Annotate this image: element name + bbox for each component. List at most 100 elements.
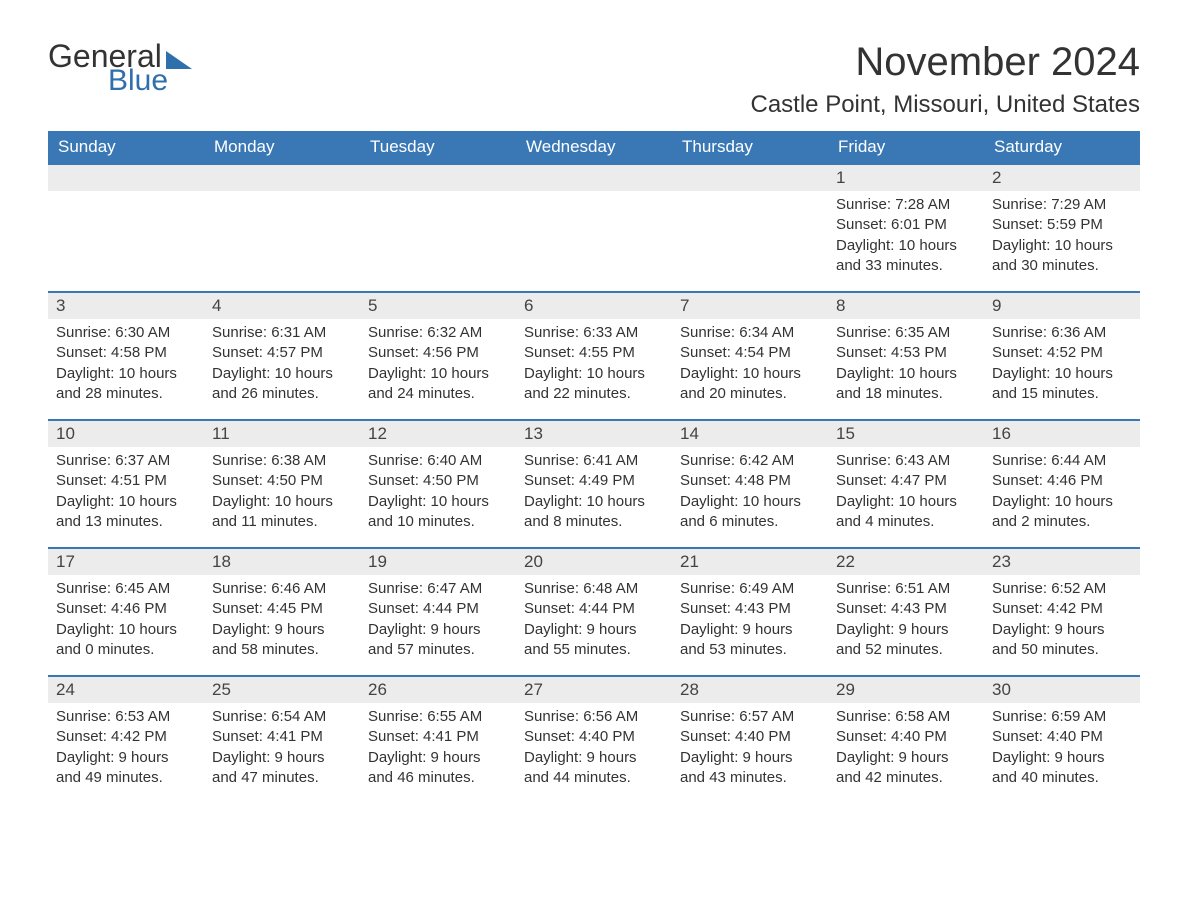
day-number: 3: [48, 293, 204, 319]
day-body: Sunrise: 6:52 AMSunset: 4:42 PMDaylight:…: [984, 575, 1140, 666]
day-cell: 8Sunrise: 6:35 AMSunset: 4:53 PMDaylight…: [828, 292, 984, 420]
daylight: Daylight: 9 hours and 55 minutes.: [524, 620, 664, 661]
day-body: Sunrise: 6:54 AMSunset: 4:41 PMDaylight:…: [204, 703, 360, 794]
sunset: Sunset: 4:43 PM: [836, 599, 976, 619]
day-number: [48, 165, 204, 191]
day-cell: 6Sunrise: 6:33 AMSunset: 4:55 PMDaylight…: [516, 292, 672, 420]
day-cell: [204, 164, 360, 292]
daylight: Daylight: 9 hours and 47 minutes.: [212, 748, 352, 789]
daylight: Daylight: 10 hours and 0 minutes.: [56, 620, 196, 661]
sunrise: Sunrise: 6:33 AM: [524, 323, 664, 343]
day-cell: 20Sunrise: 6:48 AMSunset: 4:44 PMDayligh…: [516, 548, 672, 676]
day-header: Wednesday: [516, 131, 672, 164]
daylight: Daylight: 10 hours and 11 minutes.: [212, 492, 352, 533]
day-body: Sunrise: 6:43 AMSunset: 4:47 PMDaylight:…: [828, 447, 984, 538]
day-cell: [360, 164, 516, 292]
day-cell: [516, 164, 672, 292]
daylight: Daylight: 10 hours and 4 minutes.: [836, 492, 976, 533]
sunset: Sunset: 4:47 PM: [836, 471, 976, 491]
daylight: Daylight: 9 hours and 57 minutes.: [368, 620, 508, 661]
day-body: Sunrise: 6:34 AMSunset: 4:54 PMDaylight:…: [672, 319, 828, 410]
sunset: Sunset: 4:48 PM: [680, 471, 820, 491]
sunrise: Sunrise: 6:49 AM: [680, 579, 820, 599]
title-block: November 2024 Castle Point, Missouri, Un…: [751, 40, 1141, 119]
sunset: Sunset: 4:49 PM: [524, 471, 664, 491]
day-body: Sunrise: 6:49 AMSunset: 4:43 PMDaylight:…: [672, 575, 828, 666]
day-header-row: SundayMondayTuesdayWednesdayThursdayFrid…: [48, 131, 1140, 164]
daylight: Daylight: 9 hours and 42 minutes.: [836, 748, 976, 789]
day-cell: [48, 164, 204, 292]
day-number: 18: [204, 549, 360, 575]
day-number: 5: [360, 293, 516, 319]
day-body: [516, 191, 672, 201]
day-body: Sunrise: 6:44 AMSunset: 4:46 PMDaylight:…: [984, 447, 1140, 538]
sunrise: Sunrise: 6:41 AM: [524, 451, 664, 471]
daylight: Daylight: 10 hours and 10 minutes.: [368, 492, 508, 533]
week-row: 1Sunrise: 7:28 AMSunset: 6:01 PMDaylight…: [48, 164, 1140, 292]
day-cell: 5Sunrise: 6:32 AMSunset: 4:56 PMDaylight…: [360, 292, 516, 420]
sunrise: Sunrise: 6:42 AM: [680, 451, 820, 471]
day-body: Sunrise: 6:57 AMSunset: 4:40 PMDaylight:…: [672, 703, 828, 794]
daylight: Daylight: 10 hours and 15 minutes.: [992, 364, 1132, 405]
day-body: Sunrise: 6:36 AMSunset: 4:52 PMDaylight:…: [984, 319, 1140, 410]
day-cell: 4Sunrise: 6:31 AMSunset: 4:57 PMDaylight…: [204, 292, 360, 420]
daylight: Daylight: 10 hours and 22 minutes.: [524, 364, 664, 405]
day-cell: 13Sunrise: 6:41 AMSunset: 4:49 PMDayligh…: [516, 420, 672, 548]
day-body: Sunrise: 6:31 AMSunset: 4:57 PMDaylight:…: [204, 319, 360, 410]
sunrise: Sunrise: 6:51 AM: [836, 579, 976, 599]
daylight: Daylight: 9 hours and 52 minutes.: [836, 620, 976, 661]
sunrise: Sunrise: 6:54 AM: [212, 707, 352, 727]
daylight: Daylight: 10 hours and 28 minutes.: [56, 364, 196, 405]
sunrise: Sunrise: 6:37 AM: [56, 451, 196, 471]
day-body: Sunrise: 7:29 AMSunset: 5:59 PMDaylight:…: [984, 191, 1140, 282]
daylight: Daylight: 9 hours and 50 minutes.: [992, 620, 1132, 661]
sunset: Sunset: 4:54 PM: [680, 343, 820, 363]
day-cell: 2Sunrise: 7:29 AMSunset: 5:59 PMDaylight…: [984, 164, 1140, 292]
sunset: Sunset: 4:46 PM: [992, 471, 1132, 491]
day-header: Tuesday: [360, 131, 516, 164]
day-number: 20: [516, 549, 672, 575]
location: Castle Point, Missouri, United States: [751, 91, 1141, 119]
week-row: 10Sunrise: 6:37 AMSunset: 4:51 PMDayligh…: [48, 420, 1140, 548]
sunset: Sunset: 4:52 PM: [992, 343, 1132, 363]
day-number: 7: [672, 293, 828, 319]
day-header: Friday: [828, 131, 984, 164]
day-number: 15: [828, 421, 984, 447]
sunset: Sunset: 4:55 PM: [524, 343, 664, 363]
sunset: Sunset: 4:42 PM: [56, 727, 196, 747]
day-cell: 25Sunrise: 6:54 AMSunset: 4:41 PMDayligh…: [204, 676, 360, 804]
sunrise: Sunrise: 6:46 AM: [212, 579, 352, 599]
day-header: Saturday: [984, 131, 1140, 164]
logo-triangle-icon: [166, 51, 192, 69]
day-number: 25: [204, 677, 360, 703]
day-number: 14: [672, 421, 828, 447]
daylight: Daylight: 9 hours and 43 minutes.: [680, 748, 820, 789]
day-number: 27: [516, 677, 672, 703]
day-number: 23: [984, 549, 1140, 575]
logo-text-blue: Blue: [108, 66, 192, 96]
sunrise: Sunrise: 6:43 AM: [836, 451, 976, 471]
day-cell: 1Sunrise: 7:28 AMSunset: 6:01 PMDaylight…: [828, 164, 984, 292]
sunrise: Sunrise: 6:35 AM: [836, 323, 976, 343]
day-body: Sunrise: 6:35 AMSunset: 4:53 PMDaylight:…: [828, 319, 984, 410]
day-body: Sunrise: 6:47 AMSunset: 4:44 PMDaylight:…: [360, 575, 516, 666]
sunset: Sunset: 4:50 PM: [368, 471, 508, 491]
sunset: Sunset: 4:46 PM: [56, 599, 196, 619]
day-header: Thursday: [672, 131, 828, 164]
sunrise: Sunrise: 6:55 AM: [368, 707, 508, 727]
sunrise: Sunrise: 6:32 AM: [368, 323, 508, 343]
day-number: [360, 165, 516, 191]
day-cell: 29Sunrise: 6:58 AMSunset: 4:40 PMDayligh…: [828, 676, 984, 804]
day-cell: 15Sunrise: 6:43 AMSunset: 4:47 PMDayligh…: [828, 420, 984, 548]
day-body: Sunrise: 6:41 AMSunset: 4:49 PMDaylight:…: [516, 447, 672, 538]
day-cell: 27Sunrise: 6:56 AMSunset: 4:40 PMDayligh…: [516, 676, 672, 804]
day-number: 22: [828, 549, 984, 575]
day-number: [672, 165, 828, 191]
day-cell: 16Sunrise: 6:44 AMSunset: 4:46 PMDayligh…: [984, 420, 1140, 548]
calendar-table: SundayMondayTuesdayWednesdayThursdayFrid…: [48, 131, 1140, 804]
day-number: 28: [672, 677, 828, 703]
day-number: 13: [516, 421, 672, 447]
daylight: Daylight: 10 hours and 18 minutes.: [836, 364, 976, 405]
daylight: Daylight: 9 hours and 58 minutes.: [212, 620, 352, 661]
day-body: Sunrise: 6:30 AMSunset: 4:58 PMDaylight:…: [48, 319, 204, 410]
